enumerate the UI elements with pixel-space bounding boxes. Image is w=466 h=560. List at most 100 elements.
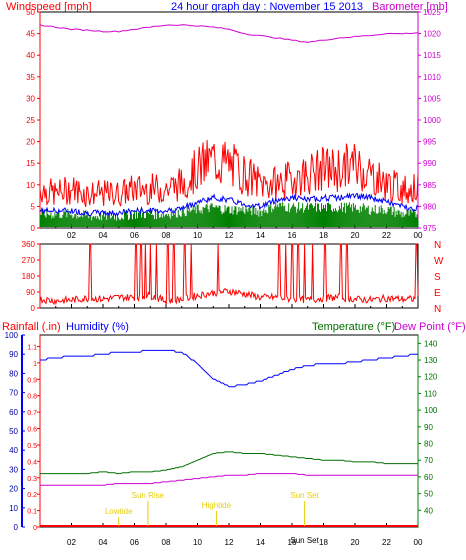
- x-tick-label: 08: [162, 231, 171, 240]
- barometer-tick-label: 985: [423, 181, 437, 190]
- panel3-frame: [39, 334, 419, 528]
- barometer-tick-label: 995: [423, 138, 437, 147]
- x-tick-label: 12: [225, 231, 234, 240]
- windspeed-tick-label: 50: [26, 8, 35, 17]
- x-tick-label: 02: [67, 231, 76, 240]
- temperature-tick-label: 120: [424, 373, 438, 382]
- rainfall-tick-label: 0.7: [27, 410, 37, 417]
- x-tick-label: 00: [414, 231, 423, 240]
- series-barometer: [39, 24, 419, 43]
- x-tick-label: 10: [193, 538, 202, 547]
- windspeed-tick-label: 0: [31, 224, 36, 233]
- windspeed-tick-label: 15: [26, 159, 35, 168]
- windspeed-tick-label: 30: [26, 94, 35, 103]
- barometer-label: Barometer [mb]: [372, 1, 448, 13]
- windspeed-tick-label: 35: [26, 73, 35, 82]
- humidity-label: Humidity (%): [66, 321, 129, 333]
- barometer-tick-label: 1000: [423, 116, 441, 125]
- x-tick-label: 04: [99, 538, 108, 547]
- windspeed-tick-label: 25: [26, 116, 35, 125]
- temperature-tick-label: 60: [424, 473, 433, 482]
- x-tick-label: 16: [288, 231, 297, 240]
- humidity-tick-label: 30: [9, 465, 18, 474]
- windspeed-tick-label: 5: [31, 202, 36, 211]
- humidity-tick-label: 80: [9, 369, 18, 378]
- barometer-tick-label: 1025: [423, 8, 441, 17]
- series-gust: [39, 139, 419, 207]
- chart-title: 24 hour graph day : November 15 2013: [171, 1, 363, 13]
- windspeed-tick-label: 45: [26, 30, 35, 39]
- compass-label: N: [434, 240, 441, 251]
- series-average: [39, 192, 419, 218]
- panel2-frame: [39, 243, 419, 309]
- direction-tick-label: 0: [31, 304, 36, 313]
- series-dewpoint: [40, 473, 418, 486]
- temperature-tick-label: 130: [424, 356, 438, 365]
- series-humidity: [40, 349, 418, 388]
- rainfall-tick-label: 0.6: [27, 427, 37, 434]
- rainfall-tick-label: 0.3: [27, 476, 37, 483]
- compass-label: N: [434, 304, 441, 315]
- rainfall-tick-label: 0.5: [27, 443, 37, 450]
- temperature-label: Temperature (°F): [312, 321, 395, 333]
- temperature-tick-label: 100: [424, 406, 438, 415]
- x-tick-label: 08: [162, 538, 171, 547]
- rainfall-tick-label: 1: [33, 361, 37, 368]
- x-tick-label: 16: [288, 538, 297, 547]
- humidity-tick-label: 10: [9, 504, 18, 513]
- windspeed-label: Windspeed [mph]: [6, 1, 92, 13]
- rainfall-tick-label: 0.9: [27, 377, 37, 384]
- barometer-tick-label: 1015: [423, 51, 441, 60]
- compass-label: E: [434, 288, 441, 299]
- x-tick-label: 10: [193, 231, 202, 240]
- event-label: Lowtide: [105, 507, 133, 516]
- x-tick-label: 20: [351, 231, 360, 240]
- temperature-tick-label: 40: [424, 506, 433, 515]
- x-tick-label: 02: [67, 538, 76, 547]
- event-label: Sun Set: [290, 536, 319, 545]
- temperature-tick-label: 70: [424, 456, 433, 465]
- barometer-tick-label: 980: [423, 202, 437, 211]
- temperature-tick-label: 90: [424, 423, 433, 432]
- windspeed-tick-label: 20: [26, 138, 35, 147]
- rainfall-tick-label: 0.1: [27, 509, 37, 516]
- x-tick-label: 18: [319, 538, 328, 547]
- x-tick-label: 12: [225, 538, 234, 547]
- compass-label: W: [434, 256, 444, 267]
- x-tick-label: 00: [414, 538, 423, 547]
- x-tick-label: 14: [256, 231, 265, 240]
- dewpoint-label: Dew Point (°F): [394, 321, 466, 333]
- direction-tick-label: 180: [22, 272, 36, 281]
- event-label: Sun Set: [290, 491, 319, 500]
- x-tick-label: 18: [319, 231, 328, 240]
- compass-label: S: [434, 272, 441, 283]
- chart-marks: 0510152025303540455097598098599099510001…: [5, 8, 444, 547]
- x-tick-label: 22: [382, 231, 391, 240]
- humidity-tick-label: 50: [9, 427, 18, 436]
- rainfall-tick-label: 1.1: [27, 344, 37, 351]
- direction-tick-label: 360: [22, 240, 36, 249]
- temperature-tick-label: 80: [424, 440, 433, 449]
- x-tick-label: 06: [130, 231, 139, 240]
- x-tick-label: 06: [130, 538, 139, 547]
- direction-tick-label: 270: [22, 256, 36, 265]
- x-tick-label: 22: [382, 538, 391, 547]
- temperature-tick-label: 140: [424, 339, 438, 348]
- barometer-tick-label: 1020: [423, 30, 441, 39]
- direction-tick-label: 90: [26, 288, 35, 297]
- rainfall-tick-label: 0.2: [27, 492, 37, 499]
- humidity-tick-label: 60: [9, 408, 18, 417]
- humidity-tick-label: 40: [9, 446, 18, 455]
- rainfall-tick-label: 0: [33, 525, 37, 532]
- humidity-tick-label: 20: [9, 485, 18, 494]
- barometer-tick-label: 975: [423, 224, 437, 233]
- barometer-tick-label: 990: [423, 159, 437, 168]
- barometer-tick-label: 1005: [423, 94, 441, 103]
- rainfall-tick-label: 0.4: [27, 459, 37, 466]
- temperature-tick-label: 110: [424, 389, 437, 398]
- x-tick-label: 04: [99, 231, 108, 240]
- temperature-tick-label: 50: [424, 490, 433, 499]
- humidity-tick-label: 0: [14, 523, 19, 532]
